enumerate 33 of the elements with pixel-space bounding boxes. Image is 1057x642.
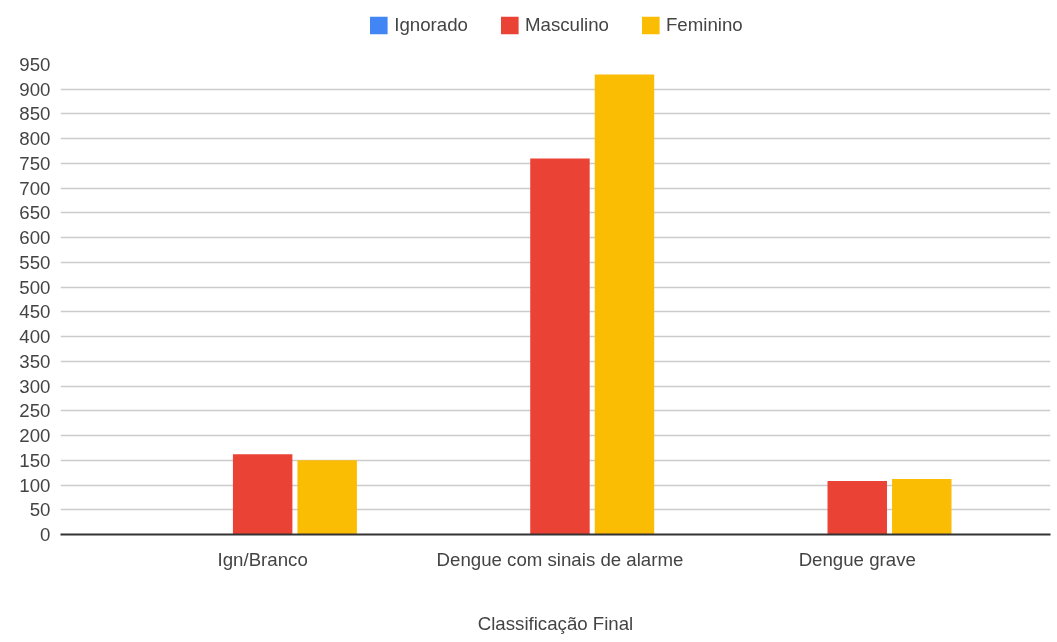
x-tick-label: Ign/Branco bbox=[217, 548, 308, 570]
y-tick-label: 650 bbox=[19, 202, 51, 224]
bar bbox=[297, 460, 357, 535]
y-tick-label: 150 bbox=[19, 449, 51, 471]
y-tick-label: 850 bbox=[19, 103, 51, 125]
legend-label: Feminino bbox=[665, 14, 743, 36]
y-tick-label: 800 bbox=[19, 128, 51, 150]
y-tick-label: 750 bbox=[19, 152, 51, 174]
y-tick-label: 500 bbox=[19, 276, 51, 298]
legend-label: Ignorado bbox=[394, 14, 468, 36]
y-tick-label: 50 bbox=[29, 499, 51, 521]
bar bbox=[530, 158, 590, 535]
y-tick-label: 300 bbox=[19, 375, 51, 397]
y-tick-label: 700 bbox=[19, 177, 51, 199]
bar bbox=[232, 454, 293, 535]
bar bbox=[892, 479, 952, 535]
y-tick-label: 0 bbox=[40, 524, 51, 545]
x-tick-label: Dengue com sinais de alarme bbox=[436, 548, 684, 570]
x-tick-label: Dengue grave bbox=[798, 548, 916, 570]
y-tick-label: 900 bbox=[19, 78, 51, 100]
y-tick-label: 350 bbox=[19, 350, 51, 372]
bar bbox=[594, 74, 655, 535]
bar bbox=[827, 481, 887, 535]
legend-label: Masculino bbox=[524, 14, 609, 36]
x-axis-title: Classificação Final bbox=[477, 612, 634, 634]
y-tick-label: 250 bbox=[19, 400, 51, 422]
y-tick-label: 200 bbox=[19, 425, 51, 447]
y-tick-label: 600 bbox=[19, 227, 51, 249]
y-tick-label: 950 bbox=[19, 54, 51, 75]
y-tick-label: 550 bbox=[19, 251, 51, 273]
y-tick-label: 400 bbox=[19, 326, 51, 348]
y-tick-label: 450 bbox=[19, 301, 51, 323]
y-tick-label: 100 bbox=[19, 474, 51, 496]
